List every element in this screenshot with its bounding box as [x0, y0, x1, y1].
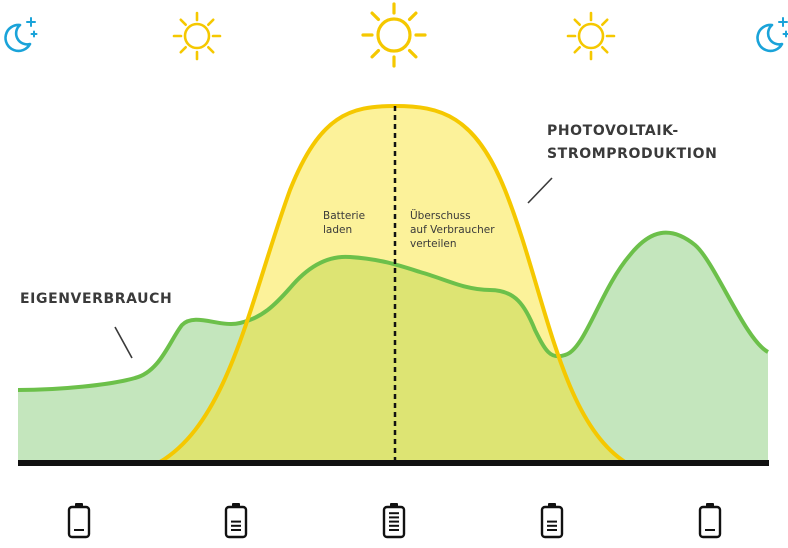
battery-icon — [382, 503, 406, 539]
battery-icon — [698, 503, 722, 539]
sun-icon — [361, 2, 427, 68]
moon-icon — [756, 17, 788, 53]
sky-icons — [4, 2, 788, 68]
production-pointer — [527, 177, 553, 204]
pv-label-line2: STROMPRODUKTION — [547, 146, 717, 162]
charge-label-line1: Batterie — [323, 210, 365, 222]
surplus-label-line1: Überschuss — [410, 209, 471, 222]
battery-icons — [67, 503, 722, 539]
battery-icon — [224, 503, 248, 539]
battery-icon — [67, 503, 91, 539]
baseline — [18, 460, 769, 466]
consumption-line — [17, 230, 770, 392]
moon-icon — [4, 17, 38, 53]
surplus-label-line3: verteilen — [410, 238, 457, 250]
pv-label-line1: PHOTOVOLTAIK- — [547, 123, 679, 139]
consumption-pointer — [114, 326, 133, 359]
sun-icon — [172, 11, 222, 61]
battery-icon — [540, 503, 564, 539]
sun-icon — [566, 11, 616, 61]
consumption-label: EIGENVERBRAUCH — [20, 291, 172, 307]
surplus-label-line2: auf Verbraucher — [410, 224, 495, 236]
charge-label-line2: laden — [323, 224, 352, 236]
